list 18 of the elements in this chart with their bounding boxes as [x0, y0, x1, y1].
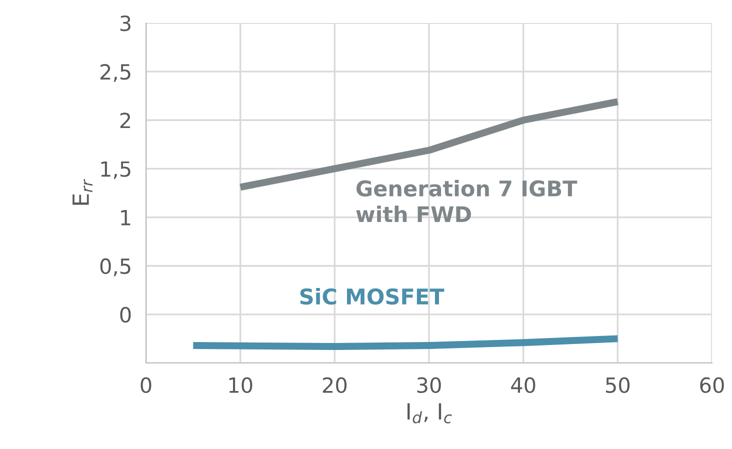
x-tick-label: 40	[511, 377, 536, 394]
x-axis-title: I$_{d}$, I$_{c}$	[408, 403, 452, 424]
y-tick-label: 0	[120, 306, 131, 323]
x-tick-label: 20	[322, 377, 347, 394]
y-tick-label: 1	[121, 210, 130, 226]
y-tick-label: 0,5	[100, 258, 130, 276]
y-tick-label: 2	[120, 112, 130, 128]
series-label: SiC MOSFET	[300, 288, 444, 305]
x-tick-label: 60	[700, 377, 724, 394]
series-label: Generation 7 IGBT with FWD	[356, 180, 578, 222]
y-tick-label: 1,5	[101, 161, 130, 180]
y-tick-label: 3	[120, 15, 130, 32]
x-tick-label: 50	[606, 377, 630, 394]
y-tick-label: 2,5	[100, 64, 130, 82]
x-tick-label: 30	[417, 377, 441, 394]
x-tick-label: 10	[229, 377, 252, 394]
x-tick-label: 0	[140, 377, 152, 394]
y-axis-title: E$_{rr}$	[72, 179, 92, 205]
